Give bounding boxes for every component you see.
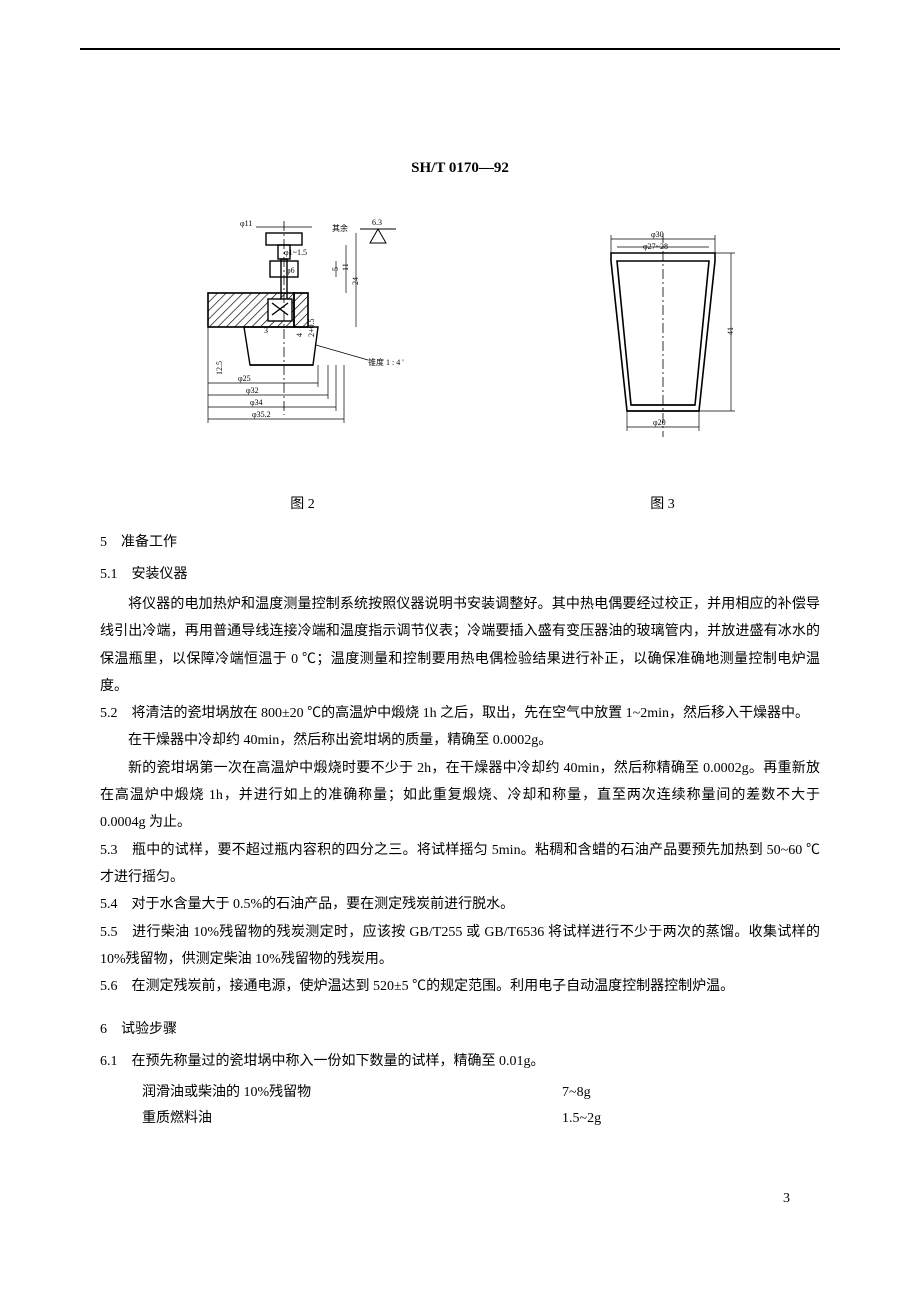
section-5-2-para1: 5.2 将清洁的瓷坩埚放在 800±20 ℃的高温炉中煅烧 1h 之后，取出，先… bbox=[100, 700, 820, 727]
fig3-d27-28: φ27~28 bbox=[643, 242, 668, 251]
fig2-d32: φ32 bbox=[246, 386, 259, 395]
section-6-title: 试验步骤 bbox=[121, 1022, 177, 1037]
figure-3-svg: φ30 φ27~28 φ20 41 bbox=[573, 215, 753, 455]
sample-label: 润滑油或柴油的 10%残留物 bbox=[142, 1080, 562, 1107]
fig2-dim11: 11 bbox=[341, 263, 350, 271]
fig2-d34: φ34 bbox=[250, 398, 263, 407]
section-5-1-title: 安装仪器 bbox=[132, 567, 188, 582]
fig2-rest: 其余 bbox=[332, 223, 348, 233]
standard-code-header: SH/T 0170—92 bbox=[0, 160, 920, 177]
fig2-dim4: 4 bbox=[295, 333, 304, 337]
sample-table: 润滑油或柴油的 10%残留物 7~8g 重质燃料油 1.5~2g bbox=[142, 1080, 820, 1133]
section-5-4-para: 5.4 对于水含量大于 0.5%的石油产品，要在测定残炭前进行脱水。 bbox=[100, 891, 820, 918]
section-6-1-para: 6.1 在预先称量过的瓷坩埚中称入一份如下数量的试样，精确至 0.01g。 bbox=[100, 1048, 820, 1075]
section-6-heading: 6 试验步骤 bbox=[100, 1018, 820, 1038]
section-5-heading: 5 准备工作 bbox=[100, 531, 820, 551]
fig2-dim125: 12.5 bbox=[215, 361, 224, 375]
fig3-d30: φ30 bbox=[651, 230, 664, 239]
fig3-h41: 41 bbox=[726, 327, 735, 335]
fig3-d20: φ20 bbox=[653, 418, 666, 427]
sample-value: 7~8g bbox=[562, 1080, 662, 1107]
fig2-dim24: 24 bbox=[351, 277, 360, 285]
fig2-d25: φ25 bbox=[238, 374, 251, 383]
section-5-5-para: 5.5 进行柴油 10%残留物的残炭测定时，应该按 GB/T255 或 GB/T… bbox=[100, 919, 820, 974]
section-6-num: 6 bbox=[100, 1022, 107, 1037]
fig2-dim3: 3 bbox=[264, 326, 268, 335]
figures-row: φ11 其余 6.3 φ1~1.5 φ6 φ25 φ32 φ34 φ35.2 锥… bbox=[100, 215, 820, 513]
section-5-num: 5 bbox=[100, 535, 107, 550]
figure-3: φ30 φ27~28 φ20 41 图 3 bbox=[573, 215, 753, 513]
fig2-d1-15: φ1~1.5 bbox=[284, 248, 307, 257]
section-5-1-para: 将仪器的电加热炉和温度测量控制系统按照仪器说明书安装调整好。其中热电偶要经过校正… bbox=[100, 591, 820, 700]
figure-3-caption: 图 3 bbox=[573, 493, 753, 513]
sample-value: 1.5~2g bbox=[562, 1106, 662, 1133]
figure-2: φ11 其余 6.3 φ1~1.5 φ6 φ25 φ32 φ34 φ35.2 锥… bbox=[168, 215, 438, 513]
figure-2-caption: 图 2 bbox=[168, 493, 438, 513]
page-number: 3 bbox=[783, 1191, 790, 1207]
sample-row: 重质燃料油 1.5~2g bbox=[142, 1106, 820, 1133]
fig2-d352: φ35.2 bbox=[252, 410, 271, 419]
sample-label: 重质燃料油 bbox=[142, 1106, 562, 1133]
fig2-d6: φ6 bbox=[286, 266, 295, 275]
section-5-6-para: 5.6 在测定残炭前，接通电源，使炉温达到 520±5 ℃的规定范围。利用电子自… bbox=[100, 973, 820, 1000]
section-5-1-num: 5.1 bbox=[100, 567, 118, 582]
section-5-2-para2: 在干燥器中冷却约 40min，然后称出瓷坩埚的质量，精确至 0.0002g。 bbox=[100, 727, 820, 754]
fig2-dim5: 5 bbox=[331, 267, 340, 271]
section-5-title: 准备工作 bbox=[121, 535, 177, 550]
fig2-taper: 锥度 1 : 4 ' bbox=[368, 357, 404, 367]
section-5-1-heading: 5.1 安装仪器 bbox=[100, 563, 820, 583]
fig2-dim205: 2+0.5 bbox=[307, 318, 316, 337]
sample-row: 润滑油或柴油的 10%残留物 7~8g bbox=[142, 1080, 820, 1107]
fig2-d11: φ11 bbox=[240, 219, 252, 228]
figure-2-svg: φ11 其余 6.3 φ1~1.5 φ6 φ25 φ32 φ34 φ35.2 锥… bbox=[168, 215, 438, 455]
fig2-ra: 6.3 bbox=[372, 218, 382, 227]
section-5-2-para3: 新的瓷坩埚第一次在高温炉中煅烧时要不少于 2h，在干燥器中冷却约 40min，然… bbox=[100, 755, 820, 837]
section-5-3-para: 5.3 瓶中的试样，要不超过瓶内容积的四分之三。将试样摇匀 5min。粘稠和含蜡… bbox=[100, 837, 820, 892]
page-content: φ11 其余 6.3 φ1~1.5 φ6 φ25 φ32 φ34 φ35.2 锥… bbox=[100, 50, 820, 1133]
